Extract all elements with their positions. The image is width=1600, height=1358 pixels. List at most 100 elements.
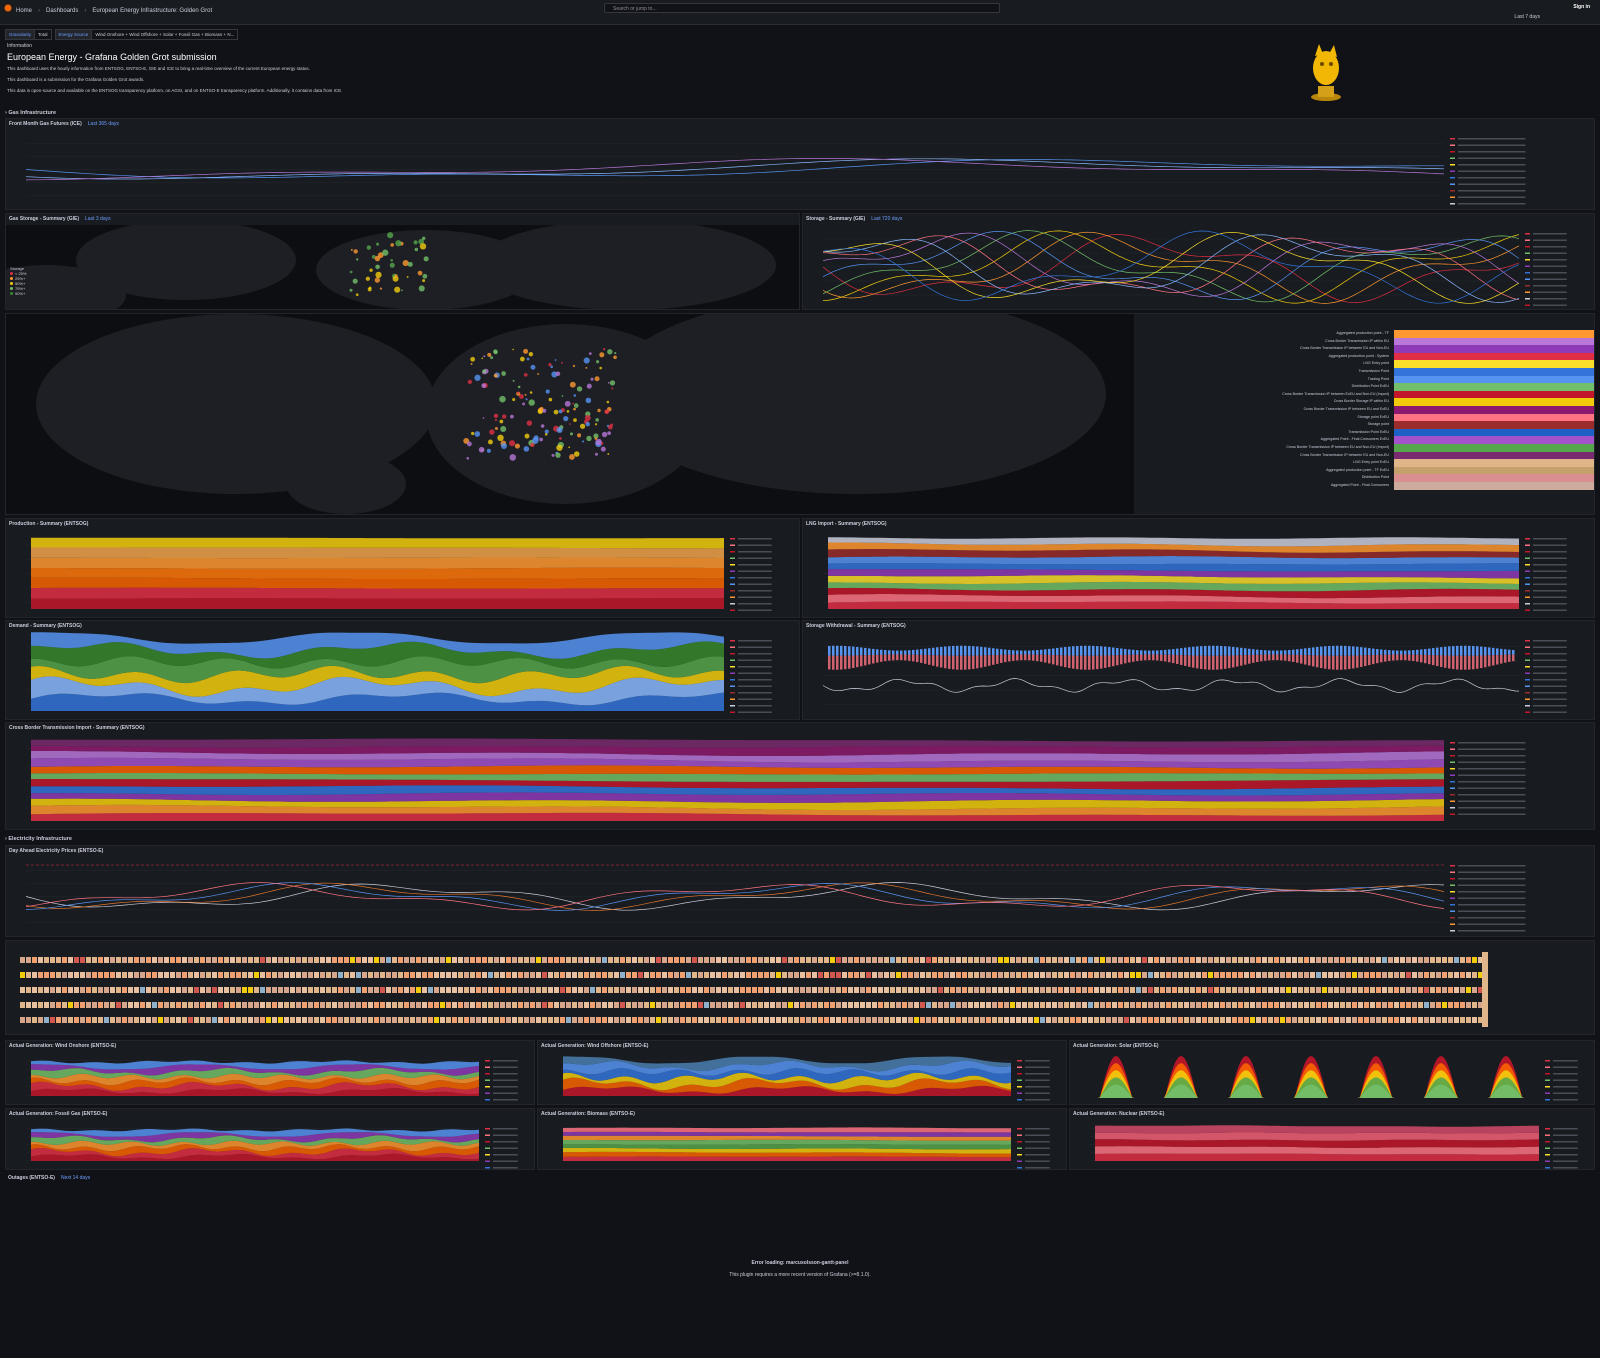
state-cell: [92, 972, 97, 978]
state-cell: [860, 1017, 865, 1023]
time-info: Next 14 days: [60, 1175, 91, 1181]
map-marker: [594, 437, 598, 440]
state-cell: [1322, 1002, 1327, 1008]
state-cell: [674, 972, 679, 978]
state-cell: [614, 1002, 619, 1008]
state-cell: [530, 957, 535, 963]
state-cell: [950, 1017, 955, 1023]
area-series: [31, 1081, 479, 1095]
map-marker: [350, 248, 353, 251]
state-cell: [1412, 972, 1417, 978]
bar: [1452, 646, 1455, 656]
legend-swatch: [1525, 583, 1530, 585]
state-cell: [656, 972, 661, 978]
state-cell: [986, 972, 991, 978]
bar: [1112, 655, 1115, 667]
state-cell: [1004, 957, 1009, 963]
state-cell: [176, 1002, 181, 1008]
breadcrumb-item[interactable]: Home: [16, 8, 33, 14]
state-cell: [554, 957, 559, 963]
area-series: [31, 785, 1444, 796]
legend-swatch: [1525, 685, 1530, 687]
bar: [1312, 647, 1315, 656]
bar: [1504, 649, 1507, 655]
grafana-logo[interactable]: [4, 4, 12, 12]
state-cell: [770, 1002, 775, 1008]
search-box[interactable]: Search or jump to...: [604, 3, 1000, 13]
bar: [904, 654, 907, 661]
bar: [1404, 650, 1407, 655]
state-cell: [1370, 987, 1375, 993]
state-cell: [1448, 987, 1453, 993]
state-cell: [788, 972, 793, 978]
bar: [1340, 655, 1343, 670]
section-header[interactable]: › Electricity Infrastructure: [5, 836, 72, 842]
legend-swatch: [1450, 813, 1455, 815]
state-cell: [896, 1002, 901, 1008]
state-cell: [56, 972, 61, 978]
legend-text-placeholder: [493, 1167, 518, 1169]
state-cell: [80, 972, 85, 978]
state-cell: [332, 1017, 337, 1023]
state-cell: [848, 957, 853, 963]
area-series: [31, 1132, 479, 1143]
area-series: [31, 1077, 479, 1091]
state-cell: [1436, 972, 1441, 978]
state-cell: [398, 957, 403, 963]
variable-value[interactable]: Total: [35, 29, 52, 40]
legend-text-placeholder: [1533, 570, 1567, 572]
time-picker[interactable]: Last 7 days: [1514, 14, 1540, 20]
bar: [1264, 654, 1267, 661]
state-cell: [1124, 957, 1129, 963]
state-cell: [128, 1017, 133, 1023]
legend-text-placeholder: [493, 1147, 518, 1149]
state-cell: [1316, 1017, 1321, 1023]
bar: [1052, 655, 1055, 665]
state-cell: [878, 957, 883, 963]
state-cell: [518, 987, 523, 993]
flow-bar: [1394, 375, 1594, 384]
area-series: [563, 1135, 1011, 1141]
bar: [1324, 646, 1327, 656]
state-cell: [458, 1002, 463, 1008]
bar: [996, 648, 999, 656]
state-cell: [1070, 957, 1075, 963]
section-header[interactable]: › Gas Infrastructure: [5, 110, 57, 116]
legend-swatch: [730, 672, 735, 674]
variable-value[interactable]: Wind Onshore + Wind Offshore + Solar + F…: [92, 29, 239, 40]
state-cell: [1160, 957, 1165, 963]
state-cell: [734, 1017, 739, 1023]
map-marker: [573, 394, 577, 397]
bar: [1080, 655, 1083, 670]
state-cell: [1376, 1002, 1381, 1008]
state-cell: [356, 972, 361, 978]
state-cell: [446, 1002, 451, 1008]
state-cell: [1478, 972, 1483, 978]
map-marker: [607, 381, 610, 384]
paragraph: This data is open-source and available o…: [7, 88, 343, 93]
state-cell: [122, 957, 127, 963]
variable[interactable]: Energy Source Wind Onshore + Wind Offshor…: [54, 29, 239, 40]
state-cell: [266, 987, 271, 993]
variable[interactable]: Granularity Total: [5, 29, 52, 40]
state-cell: [908, 987, 913, 993]
bar: [1052, 648, 1055, 656]
state-cell: [926, 1017, 931, 1023]
state-cell: [560, 1002, 565, 1008]
state-cell: [542, 957, 547, 963]
panel-title: Cross Border Transmission Import - Summa…: [9, 725, 145, 731]
bar: [1224, 646, 1227, 656]
state-cell: [1058, 987, 1063, 993]
breadcrumb-item[interactable]: Dashboards: [46, 8, 79, 14]
bar: [1116, 648, 1119, 656]
state-cell: [896, 987, 901, 993]
legend-swatch: [1545, 1073, 1550, 1075]
map-marker: [512, 348, 514, 351]
sign-in[interactable]: Sign in: [1573, 4, 1590, 10]
state-cell: [1136, 972, 1141, 978]
map-marker: [588, 352, 592, 356]
state-cell: [386, 1017, 391, 1023]
state-cell: [1064, 1002, 1069, 1008]
bar: [1228, 646, 1231, 656]
state-cell: [722, 972, 727, 978]
